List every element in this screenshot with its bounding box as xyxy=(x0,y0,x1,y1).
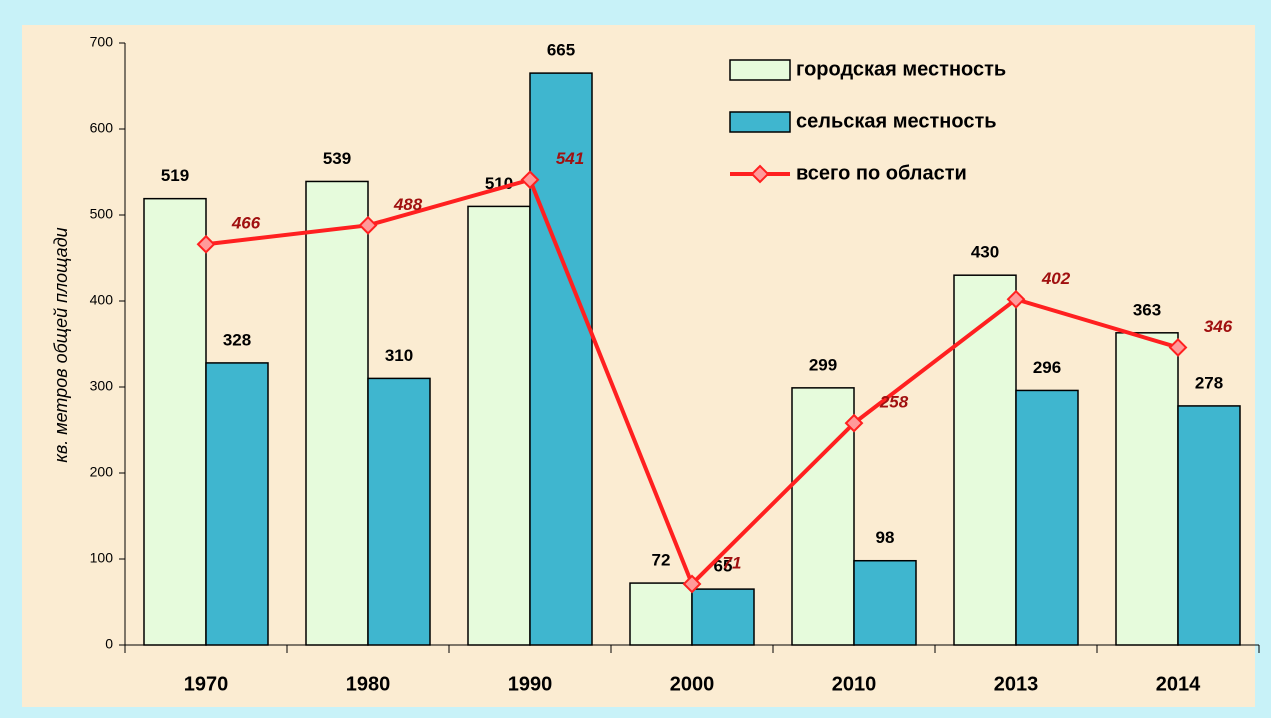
y-tick-label: 600 xyxy=(90,120,114,136)
marker xyxy=(520,170,540,190)
x-tick-label: 2013 xyxy=(994,673,1039,695)
value-label: 310 xyxy=(385,346,413,365)
value-label: 278 xyxy=(1195,373,1223,392)
line-label: 402 xyxy=(1041,269,1071,288)
line-label: 541 xyxy=(556,149,584,168)
bar xyxy=(367,377,431,646)
legend-label: городская местность xyxy=(796,58,1006,80)
bar xyxy=(1177,405,1241,646)
bar xyxy=(1015,389,1079,646)
bar xyxy=(467,205,531,646)
value-label: 665 xyxy=(547,41,575,60)
line-label: 258 xyxy=(879,393,909,412)
x-tick-label: 1970 xyxy=(184,673,229,695)
y-tick-label: 200 xyxy=(90,464,114,480)
line-label: 346 xyxy=(1204,317,1233,336)
line-label: 466 xyxy=(231,214,261,233)
bar xyxy=(953,274,1017,646)
legend-marker xyxy=(750,164,770,184)
marker xyxy=(1168,338,1188,357)
y-tick-label: 100 xyxy=(90,550,114,566)
line-label: 488 xyxy=(393,195,423,214)
bar xyxy=(853,559,917,646)
marker xyxy=(682,574,702,594)
value-label: 72 xyxy=(652,551,671,570)
legend-label: сельская местность xyxy=(796,110,997,132)
bar xyxy=(629,582,693,646)
line-label: 71 xyxy=(723,553,742,572)
legend-swatch xyxy=(729,111,791,133)
y-axis-label: кв. метров общей площади xyxy=(51,227,71,462)
bar xyxy=(691,588,755,646)
bar xyxy=(143,197,207,646)
value-label: 299 xyxy=(809,355,837,374)
y-tick-label: 0 xyxy=(105,636,113,652)
x-tick-label: 2010 xyxy=(832,673,877,695)
y-tick-label: 500 xyxy=(90,206,114,222)
bar xyxy=(791,387,855,646)
value-label: 65 xyxy=(714,557,733,576)
value-label: 539 xyxy=(323,149,351,168)
legend-label: всего по области xyxy=(796,162,967,184)
value-label: 430 xyxy=(971,243,999,262)
marker xyxy=(1006,289,1026,309)
x-tick-label: 2000 xyxy=(670,673,715,695)
value-label: 363 xyxy=(1133,300,1161,319)
bar xyxy=(1115,332,1179,646)
value-label: 519 xyxy=(161,166,189,185)
bar xyxy=(305,180,369,646)
value-label: 98 xyxy=(876,528,895,547)
marker xyxy=(844,413,864,433)
y-tick-label: 400 xyxy=(90,292,114,308)
y-tick-label: 300 xyxy=(90,378,114,394)
bar xyxy=(529,72,593,646)
value-label: 296 xyxy=(1033,358,1061,377)
bar xyxy=(205,362,269,646)
value-label: 328 xyxy=(223,330,251,349)
x-tick-label: 1990 xyxy=(508,673,553,695)
x-tick-label: 2014 xyxy=(1156,673,1201,695)
marker xyxy=(358,215,378,235)
legend-swatch xyxy=(729,59,791,81)
x-tick-label: 1980 xyxy=(346,673,391,695)
y-tick-label: 700 xyxy=(90,34,114,50)
marker xyxy=(196,234,216,254)
